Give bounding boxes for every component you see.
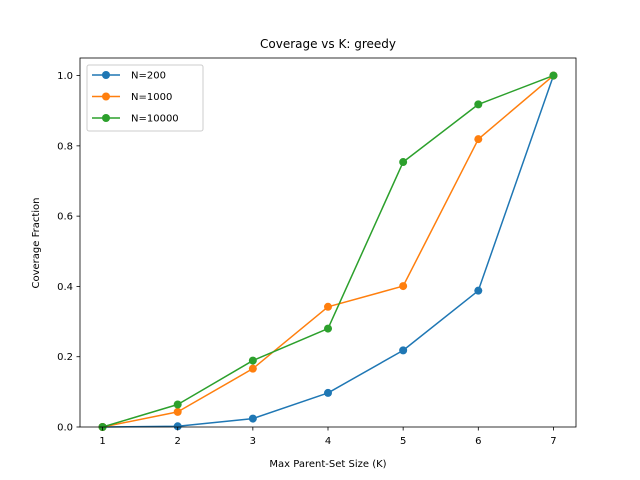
legend-label: N=10000 — [131, 114, 179, 125]
data-point — [248, 356, 257, 365]
data-point — [324, 388, 332, 397]
data-point — [474, 100, 483, 109]
legend-label: N=1000 — [131, 92, 172, 103]
data-point — [549, 71, 558, 80]
y-tick-label: 0.4 — [57, 282, 73, 293]
legend-box — [86, 64, 204, 132]
data-point — [173, 400, 182, 409]
x-tick-label: 5 — [400, 436, 406, 447]
y-tick-label: 0.0 — [57, 423, 73, 434]
data-point — [173, 407, 182, 416]
data-point — [324, 302, 332, 311]
chart-title: Coverage vs K: greedy — [260, 37, 396, 51]
legend-label: N=200 — [131, 71, 166, 82]
data-point — [399, 158, 408, 167]
axes: 1 2 3 4 5 6 7 0.0 0.2 0.4 0.6 0.8 1.0 — [57, 57, 577, 447]
y-axis-label: Coverage Fraction — [31, 197, 42, 288]
x-tick-label: 6 — [475, 436, 481, 447]
x-tick-label: 1 — [99, 436, 105, 447]
data-point — [324, 324, 332, 333]
x-tick-label: 3 — [250, 436, 256, 447]
y-tick-label: 1.0 — [57, 71, 73, 82]
x-tick-label: 7 — [550, 436, 556, 447]
data-point — [474, 135, 483, 144]
data-point — [248, 414, 257, 423]
data-point — [248, 364, 257, 373]
x-tick-label: 2 — [175, 436, 181, 447]
legend-swatch-marker — [102, 71, 110, 79]
legend-swatch-marker — [102, 114, 110, 122]
legend-swatch-marker — [102, 92, 110, 101]
data-point — [173, 422, 182, 431]
data-point — [399, 282, 408, 291]
data-point — [399, 346, 408, 355]
plot-area — [98, 71, 558, 431]
y-tick-label: 0.6 — [57, 212, 73, 223]
data-point — [474, 286, 483, 295]
x-axis-label: Max Parent-Set Size (K) — [269, 459, 386, 470]
legend: N=200 N=1000 N=10000 — [86, 64, 204, 132]
y-tick-label: 0.2 — [57, 352, 73, 363]
y-tick-label: 0.8 — [57, 141, 73, 152]
x-tick-label: 4 — [325, 436, 331, 447]
